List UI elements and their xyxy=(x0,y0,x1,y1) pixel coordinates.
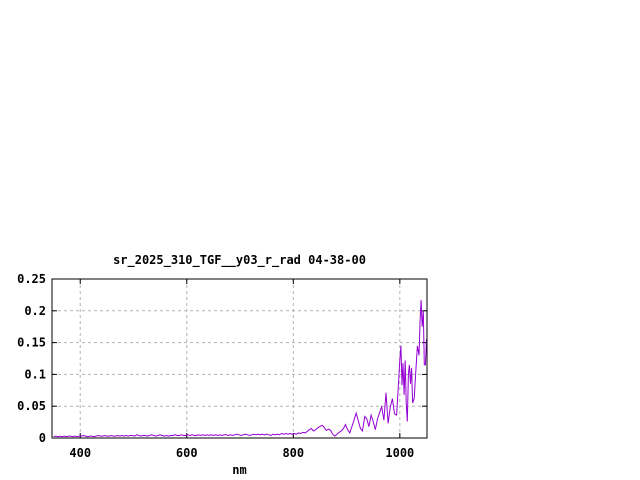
x-axis-label: nm xyxy=(232,463,246,477)
y-tick-label: 0.25 xyxy=(17,272,46,286)
x-tick-label: 800 xyxy=(282,446,304,460)
x-tick-label: 600 xyxy=(176,446,198,460)
chart-title: sr_2025_310_TGF__y03_r_rad 04-38-00 xyxy=(113,253,366,268)
grid-layer xyxy=(52,279,427,438)
plot-border xyxy=(51,278,428,439)
y-tick-label: 0.1 xyxy=(24,367,46,381)
tick-label-layer: 400 600 800 1000 0 0.05 0.1 0.15 0.2 0.25 xyxy=(17,272,414,460)
x-tick-label: 1000 xyxy=(385,446,414,460)
x-tick-label: 400 xyxy=(69,446,91,460)
spectrum-series-line xyxy=(53,299,427,438)
y-tick-label: 0 xyxy=(39,431,46,445)
y-tick-label: 0.15 xyxy=(17,336,46,350)
y-tick-label: 0.05 xyxy=(17,399,46,413)
tick-layer xyxy=(52,278,427,439)
y-tick-label: 0.2 xyxy=(24,304,46,318)
